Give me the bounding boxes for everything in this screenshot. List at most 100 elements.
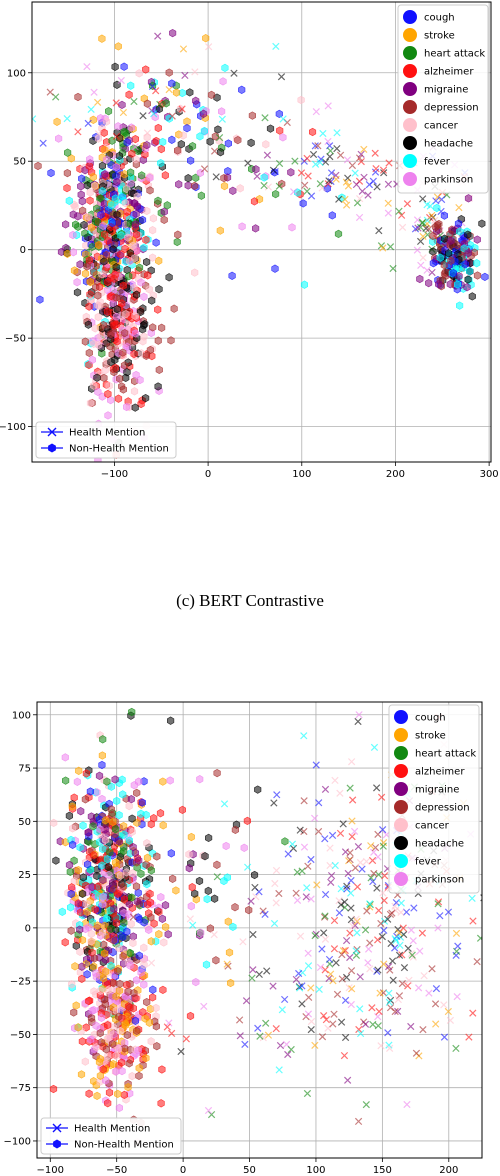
non-health-mention-point xyxy=(135,856,143,865)
health-mention-point xyxy=(364,945,373,953)
legend-swatch-cancer xyxy=(403,118,417,132)
health-mention-point xyxy=(189,921,197,929)
health-mention-point xyxy=(215,134,224,142)
non-health-mention-point xyxy=(138,171,146,180)
non-health-mention-point xyxy=(114,1045,122,1054)
health-mention-point xyxy=(384,199,392,207)
non-health-mention-point xyxy=(169,28,177,38)
non-health-mention-point xyxy=(140,943,148,952)
non-health-mention-point xyxy=(160,207,168,216)
health-mention-point xyxy=(239,938,247,946)
health-mention-point xyxy=(433,193,442,201)
health-mention-point xyxy=(379,826,387,834)
health-mention-point xyxy=(436,912,444,920)
non-health-mention-point xyxy=(309,127,317,137)
health-mention-point xyxy=(387,939,395,948)
non-health-mention-point xyxy=(123,1030,131,1040)
non-health-mention-point xyxy=(76,843,84,852)
health-mention-point xyxy=(212,173,220,181)
non-health-mention-point xyxy=(123,207,131,216)
legend-label-cough: cough xyxy=(424,13,455,24)
health-mention-point xyxy=(344,1076,352,1084)
non-health-mention-point xyxy=(166,776,174,785)
non-health-mention-point xyxy=(74,212,82,221)
non-health-mention-point xyxy=(127,168,135,177)
non-health-mention-point xyxy=(69,840,77,849)
scatter-chart-2: −100 −50 0 50 100 150 200 −100 −75 −50 −25 0 25 50 75 1… xyxy=(4,701,492,1176)
non-health-mention-point xyxy=(78,974,86,984)
non-health-mention-point xyxy=(34,161,42,171)
non-health-mention-point xyxy=(81,795,89,804)
non-health-mention-point xyxy=(174,146,182,155)
non-health-mention-point xyxy=(95,771,104,780)
health-mention-point xyxy=(394,995,402,1004)
non-health-mention-point xyxy=(104,389,112,399)
non-health-mention-point xyxy=(94,312,102,322)
health-mention-point xyxy=(407,1022,415,1031)
health-mention-point xyxy=(342,178,351,186)
non-health-mention-point xyxy=(107,329,115,338)
non-health-mention-point xyxy=(99,221,107,230)
x-tick-label: −100 xyxy=(37,1165,64,1176)
health-mention-point xyxy=(320,929,328,937)
health-mention-point xyxy=(327,871,336,880)
non-health-mention-point xyxy=(456,227,464,236)
non-health-mention-point xyxy=(231,903,239,912)
health-mention-point xyxy=(416,947,424,955)
health-mention-point xyxy=(348,161,357,170)
health-mention-point xyxy=(344,869,352,878)
legend-label-fever: fever xyxy=(424,157,451,168)
health-mention-point xyxy=(298,1000,306,1008)
non-health-mention-point xyxy=(119,281,127,290)
health-mention-point xyxy=(392,906,400,915)
health-mention-point xyxy=(434,900,442,908)
non-health-mention-point xyxy=(299,199,307,208)
non-health-mention-point xyxy=(118,299,126,308)
non-health-mention-point xyxy=(222,841,230,851)
non-health-mention-point xyxy=(229,186,237,195)
health-mention-point xyxy=(337,1018,346,1026)
health-mention-point xyxy=(352,180,361,189)
non-health-mention-point xyxy=(156,809,165,818)
non-health-mention-point xyxy=(95,815,103,824)
health-mention-point xyxy=(148,82,157,91)
non-health-mention-point xyxy=(260,173,268,182)
health-mention-point xyxy=(389,264,397,273)
non-health-mention-point xyxy=(159,985,167,995)
legend-label-heart-attack: heart attack xyxy=(424,49,485,60)
health-mention-point xyxy=(264,183,272,191)
health-mention-point xyxy=(275,182,283,190)
non-health-mention-point xyxy=(153,852,161,861)
non-health-mention-point xyxy=(154,305,162,314)
non-health-mention-point xyxy=(97,210,105,219)
non-health-mention-point xyxy=(117,871,125,880)
health-mention-point xyxy=(327,169,336,177)
non-health-mention-point xyxy=(447,256,455,265)
non-health-mention-point xyxy=(107,395,115,405)
non-health-mention-point xyxy=(107,335,115,344)
non-health-mention-point xyxy=(155,907,163,916)
health-mention-point xyxy=(275,1066,283,1074)
health-mention-point xyxy=(324,137,332,146)
non-health-mention-point xyxy=(441,234,449,243)
health-mention-point xyxy=(425,225,433,233)
health-mention-point xyxy=(397,211,406,219)
non-health-mention-point xyxy=(76,947,84,956)
non-health-mention-point xyxy=(70,793,78,802)
non-health-mention-point xyxy=(159,821,167,830)
health-mention-point xyxy=(332,175,340,183)
non-health-mention-point xyxy=(116,979,124,989)
non-health-mention-point xyxy=(169,874,177,883)
non-health-mention-point xyxy=(456,301,464,310)
non-health-mention-point xyxy=(204,886,212,896)
non-health-mention-point xyxy=(201,852,209,861)
non-health-mention-point xyxy=(100,373,108,383)
non-health-mention-point xyxy=(121,1021,130,1030)
non-health-mention-point xyxy=(165,68,173,77)
non-health-mention-point xyxy=(146,186,154,195)
non-health-mention-point xyxy=(142,351,150,361)
non-health-mention-point xyxy=(147,937,155,946)
health-mention-point xyxy=(296,932,305,940)
non-health-mention-point xyxy=(118,1058,126,1067)
health-mention-point xyxy=(486,1042,492,1048)
